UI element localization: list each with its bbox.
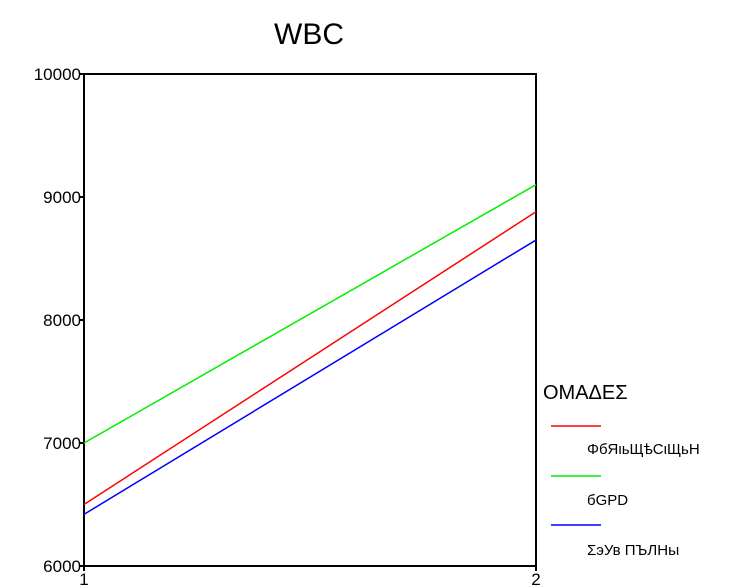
legend-items: ΦбЯιьЩѣСιЩьН бGPD ΣэУв ПЪЛНьι	[551, 425, 700, 559]
series-line-3	[83, 239, 537, 515]
plot-frame	[83, 73, 537, 567]
y-tick-label: 9000	[43, 188, 81, 207]
y-axis: 10000 9000 8000 7000 6000	[34, 65, 84, 576]
y-tick-label: 6000	[43, 557, 81, 576]
y-tick-label: 10000	[34, 65, 81, 84]
legend-title: ΟΜΑΔΕΣ	[543, 382, 628, 404]
y-tick-label: 8000	[43, 311, 81, 330]
series-line-2	[83, 184, 537, 444]
chart-title: WBC	[274, 18, 344, 51]
legend: ΟΜΑΔΕΣ ΦбЯιьЩѣСιЩьН бGPD ΣэУв ПЪЛНьι	[543, 382, 700, 559]
x-tick-label: 2	[531, 570, 540, 586]
legend-label-3: ΣэУв ПЪЛНьι	[587, 542, 679, 559]
series-lines	[83, 184, 537, 515]
legend-label-2: бGPD	[587, 492, 628, 509]
legend-label-1: ΦбЯιьЩѣСιЩьН	[587, 441, 700, 458]
x-tick-label: 1	[79, 570, 88, 586]
series-line-1	[83, 211, 537, 506]
y-tick-label: 7000	[43, 434, 81, 453]
